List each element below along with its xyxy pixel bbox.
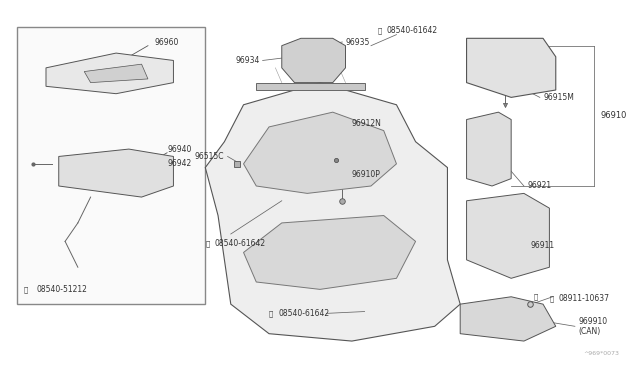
Text: 96910: 96910 (600, 111, 627, 121)
Polygon shape (467, 38, 556, 97)
Text: 96934: 96934 (235, 56, 259, 65)
Text: 08911-10637: 08911-10637 (559, 294, 610, 303)
Text: ^969*0073: ^969*0073 (584, 351, 620, 356)
Bar (17, 27, 205, 304)
Text: 96960: 96960 (154, 38, 179, 46)
Text: 96915M: 96915M (543, 93, 574, 102)
Polygon shape (256, 83, 365, 90)
Text: 08540-61642: 08540-61642 (387, 26, 438, 35)
Text: Ⓢ: Ⓢ (378, 28, 381, 34)
Polygon shape (244, 112, 396, 193)
Text: 96515C: 96515C (195, 152, 225, 161)
Text: 96935: 96935 (346, 38, 370, 46)
Text: 969910
(CAN): 969910 (CAN) (578, 317, 607, 336)
Polygon shape (467, 112, 511, 186)
Polygon shape (460, 297, 556, 341)
Text: 96940: 96940 (167, 145, 191, 154)
Polygon shape (467, 193, 549, 278)
Text: 96921: 96921 (527, 182, 551, 190)
Text: 96911: 96911 (531, 241, 554, 250)
Text: Ⓝ: Ⓝ (549, 295, 554, 302)
Polygon shape (244, 215, 415, 289)
Polygon shape (205, 83, 460, 341)
Text: 96912N: 96912N (352, 119, 381, 128)
Text: 08540-61642: 08540-61642 (278, 309, 330, 318)
Text: ⓝ: ⓝ (534, 294, 538, 300)
Polygon shape (46, 53, 173, 94)
Text: Ⓢ: Ⓢ (205, 240, 209, 247)
Polygon shape (282, 38, 346, 83)
Polygon shape (59, 149, 173, 197)
Polygon shape (84, 64, 148, 83)
Text: 08540-61642: 08540-61642 (215, 239, 266, 248)
Text: 96942: 96942 (167, 159, 191, 169)
Text: Ⓢ: Ⓢ (24, 286, 28, 293)
Text: 96910P: 96910P (352, 170, 381, 179)
Text: 08540-51212: 08540-51212 (36, 285, 87, 294)
Text: Ⓢ: Ⓢ (269, 310, 273, 317)
